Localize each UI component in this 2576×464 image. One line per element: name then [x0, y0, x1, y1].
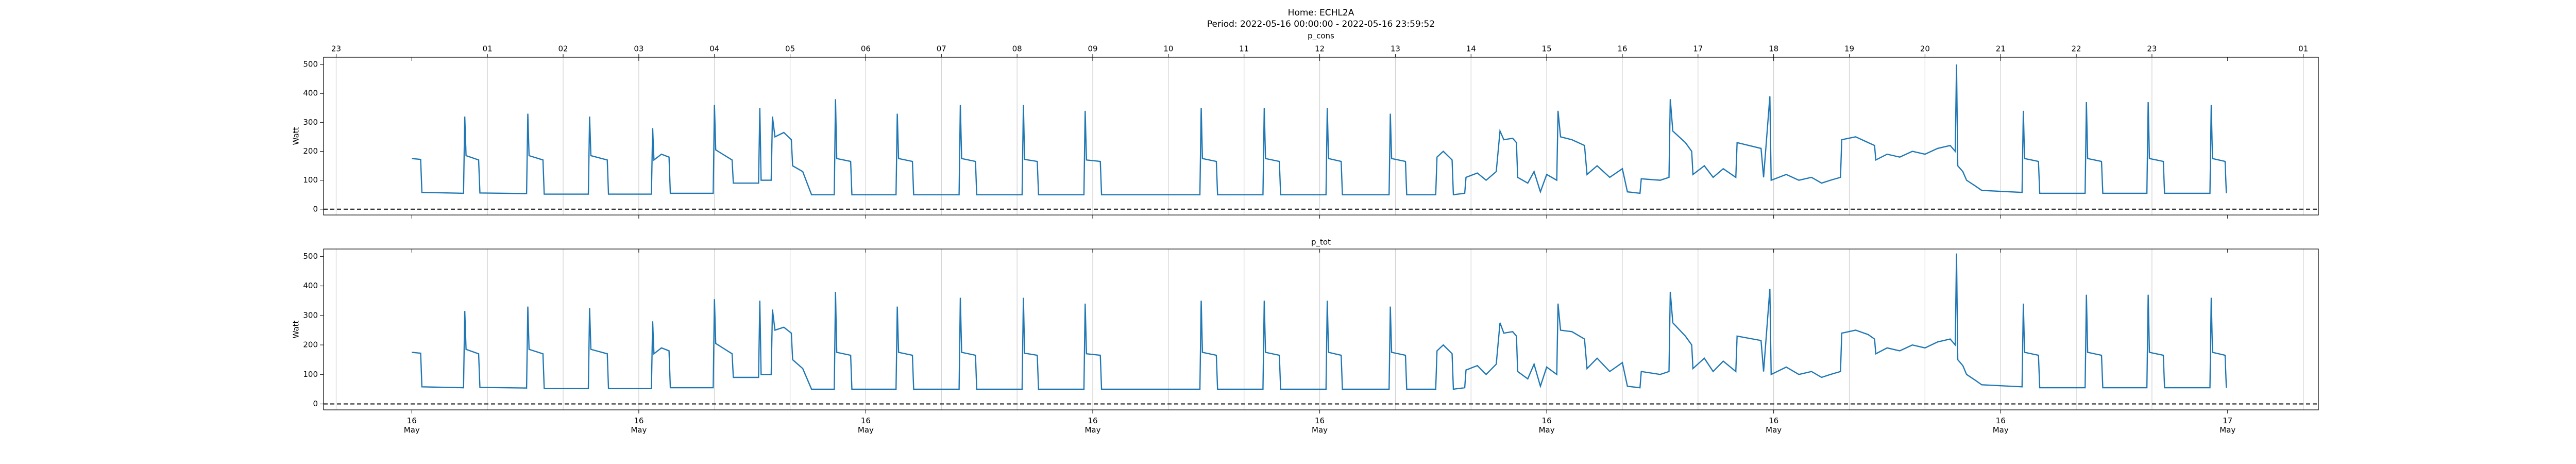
- chart-title: p_tot: [1311, 238, 1331, 247]
- x2-tick-label: 01: [2298, 44, 2308, 54]
- x2-tick-label: 17: [1693, 44, 1703, 54]
- x-tick-label: 16 May: [1538, 416, 1555, 435]
- chart-title: p_cons: [1308, 31, 1334, 41]
- y-tick-label: 0: [313, 204, 318, 213]
- figure-title: Home: ECHL2A: [1288, 8, 1354, 18]
- x2-tick-label: 08: [1012, 44, 1022, 54]
- x2-tick-label: 01: [483, 44, 493, 54]
- x2-tick-label: 11: [1239, 44, 1249, 54]
- x2-tick-label: 16: [1617, 44, 1627, 54]
- x2-tick-label: 13: [1391, 44, 1400, 54]
- x2-tick-label: 05: [785, 44, 795, 54]
- x-tick-label: 16 May: [403, 416, 420, 435]
- x2-tick-label: 23: [2147, 44, 2157, 54]
- y-tick-label: 400: [303, 89, 318, 98]
- plot-frame: [323, 57, 2319, 216]
- x2-tick-label: 09: [1088, 44, 1097, 54]
- x2-tick-label: 12: [1315, 44, 1325, 54]
- y-axis-label: Watt: [292, 320, 301, 338]
- y-tick-label: 500: [303, 252, 318, 261]
- y-tick-label: 200: [303, 340, 318, 350]
- data-line: [412, 253, 2227, 390]
- x-tick-label: 16 May: [1084, 416, 1101, 435]
- y-tick-label: 400: [303, 281, 318, 290]
- x2-tick-label: 14: [1466, 44, 1476, 54]
- x2-tick-label: 03: [634, 44, 643, 54]
- x-tick-label: 16 May: [857, 416, 874, 435]
- y-tick-label: 300: [303, 118, 318, 127]
- x2-tick-label: 04: [709, 44, 719, 54]
- plot-frame: [323, 248, 2319, 410]
- x2-tick-label: 02: [558, 44, 568, 54]
- x2-tick-label: 20: [1920, 44, 1930, 54]
- x2-tick-label: 06: [861, 44, 871, 54]
- x2-tick-label: 19: [1844, 44, 1854, 54]
- y-tick-label: 100: [303, 175, 318, 185]
- y-tick-label: 100: [303, 370, 318, 379]
- y-tick-label: 500: [303, 60, 318, 69]
- x-tick-label: 17 May: [2219, 416, 2236, 435]
- y-tick-label: 300: [303, 310, 318, 320]
- x2-tick-label: 10: [1163, 44, 1173, 54]
- x2-tick-label: 23: [331, 44, 341, 54]
- x2-tick-label: 15: [1542, 44, 1552, 54]
- x2-tick-label: 22: [2072, 44, 2081, 54]
- x2-tick-label: 07: [937, 44, 946, 54]
- figure-subtitle: Period: 2022-05-16 00:00:00 - 2022-05-16…: [1207, 19, 1435, 29]
- data-line: [412, 64, 2227, 196]
- y-axis-label: Watt: [292, 127, 301, 145]
- y-tick-label: 200: [303, 146, 318, 156]
- x2-tick-label: 21: [1996, 44, 2006, 54]
- x-tick-label: 16 May: [1766, 416, 1782, 435]
- x-tick-label: 16 May: [1992, 416, 2009, 435]
- x2-tick-label: 18: [1769, 44, 1778, 54]
- y-tick-label: 0: [313, 399, 318, 408]
- x-tick-label: 16 May: [1312, 416, 1328, 435]
- x-tick-label: 16 May: [631, 416, 647, 435]
